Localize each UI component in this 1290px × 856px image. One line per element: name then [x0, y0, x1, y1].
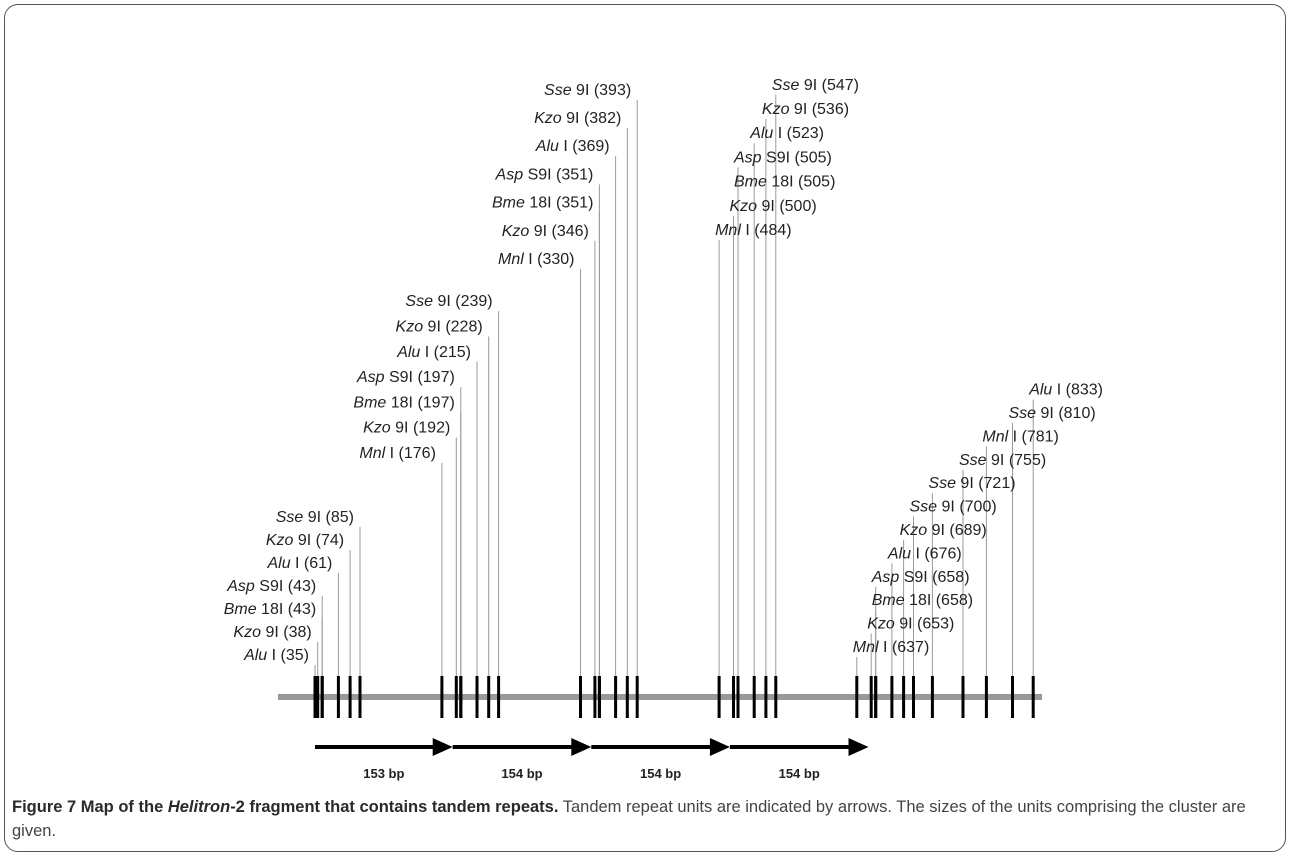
site-tick [717, 676, 721, 718]
site-tick [593, 676, 597, 718]
site-label: Asp S9I (351) [495, 166, 594, 183]
site-tick [1031, 676, 1035, 718]
site-label: Sse 9I (755) [959, 452, 1046, 469]
site-tick [635, 676, 639, 718]
site-label: Mnl I (484) [715, 222, 791, 239]
site-tick [752, 676, 756, 718]
site-label: Mnl I (637) [853, 639, 929, 656]
site-label: Kzo 9I (500) [730, 198, 817, 215]
site-tick [890, 676, 894, 718]
site-tick [579, 676, 582, 718]
leader-lines [314, 94, 1034, 676]
repeat-size-label: 153 bp [363, 766, 404, 781]
site-label: Kzo 9I (192) [363, 420, 450, 437]
site-tick [313, 676, 317, 718]
repeat-arrow-head [709, 738, 730, 756]
site-tick [358, 676, 362, 718]
site-label: Sse 9I (721) [928, 475, 1015, 492]
site-tick [625, 676, 629, 718]
site-label: Sse 9I (547) [772, 77, 859, 94]
site-tick [348, 676, 352, 718]
site-label: Kzo 9I (689) [900, 522, 987, 539]
repeat-size-label: 154 bp [501, 766, 542, 781]
repeat-size-label: 154 bp [640, 766, 681, 781]
site-label: Alu I (215) [396, 344, 471, 361]
site-label: Alu I (61) [266, 555, 332, 572]
site-label: Bme 18I (658) [872, 592, 973, 609]
site-label: Sse 9I (239) [405, 293, 492, 310]
site-tick [912, 676, 915, 718]
caption-title: Figure 7 Map of the Helitron-2 fragment … [12, 798, 559, 816]
site-tick [316, 676, 320, 718]
site-label: Sse 9I (700) [910, 499, 997, 516]
site-label: Mnl I (176) [359, 445, 435, 462]
site-tick [984, 676, 988, 718]
repeat-arrow-head [432, 738, 453, 756]
site-tick [961, 676, 965, 718]
site-tick [902, 676, 906, 718]
site-label: Mnl I (781) [982, 428, 1058, 445]
site-label: Alu I (523) [749, 125, 824, 142]
repeat-size-label: 154 bp [779, 766, 820, 781]
site-label: Asp S9I (658) [871, 569, 970, 586]
site-tick [440, 676, 444, 718]
site-tick [732, 676, 735, 718]
site-label: Alu I (676) [887, 545, 962, 562]
site-label: Kzo 9I (382) [534, 110, 621, 127]
site-label: Alu I (833) [1028, 382, 1103, 399]
site-label: Kzo 9I (536) [762, 101, 849, 118]
site-label: Kzo 9I (38) [233, 624, 311, 641]
site-tick [475, 676, 479, 718]
site-tick [764, 676, 768, 718]
site-label: Bme 18I (197) [353, 394, 454, 411]
site-label: Kzo 9I (228) [396, 319, 483, 336]
site-tick [855, 676, 859, 718]
site-tick [597, 676, 601, 718]
repeat-arrows: 153 bp 154 bp 154 bp 154 bp [315, 738, 869, 781]
site-tick [1011, 676, 1014, 718]
site-label: Asp S9I (197) [356, 369, 455, 386]
site-tick [336, 676, 340, 718]
restriction-map: Alu I (35) Kzo 9I (38) Bme 18I (43) Asp S9I… [224, 77, 1103, 781]
site-label: Alu I (35) [243, 647, 309, 664]
site-label: Kzo 9I (653) [867, 616, 954, 633]
site-ticks [313, 676, 1035, 718]
site-label: Sse 9I (810) [1009, 405, 1096, 422]
caption-body: Tandem repeat units are indicated by arr… [12, 798, 1246, 840]
site-label: Alu I (369) [535, 138, 610, 155]
site-tick [459, 676, 463, 718]
site-label: Kzo 9I (74) [266, 532, 344, 549]
site-label: Mnl I (330) [498, 251, 574, 268]
repeat-arrow-head [571, 738, 592, 756]
site-label: Asp S9I (505) [733, 149, 832, 166]
site-tick [736, 676, 740, 718]
site-tick [774, 676, 778, 718]
site-label: Kzo 9I (346) [502, 223, 589, 240]
repeat-arrow-head [848, 738, 869, 756]
site-tick [454, 676, 458, 718]
site-label: Sse 9I (393) [544, 82, 631, 99]
site-label: Bme 18I (43) [224, 601, 317, 618]
site-tick [320, 676, 324, 718]
site-tick [869, 676, 873, 718]
figure-frame [4, 4, 1286, 852]
site-label: Bme 18I (505) [734, 174, 835, 191]
site-tick [614, 676, 618, 718]
site-tick [487, 676, 491, 718]
figure-caption: Figure 7 Map of the Helitron-2 fragment … [12, 795, 1278, 843]
site-label: Bme 18I (351) [492, 195, 593, 212]
site-label: Asp S9I (43) [226, 578, 316, 595]
site-tick [497, 676, 501, 718]
site-tick [874, 676, 878, 718]
site-tick [930, 676, 934, 718]
site-label: Sse 9I (85) [276, 509, 354, 526]
site-labels: Alu I (35) Kzo 9I (38) Bme 18I (43) Asp S9I… [224, 77, 1103, 664]
